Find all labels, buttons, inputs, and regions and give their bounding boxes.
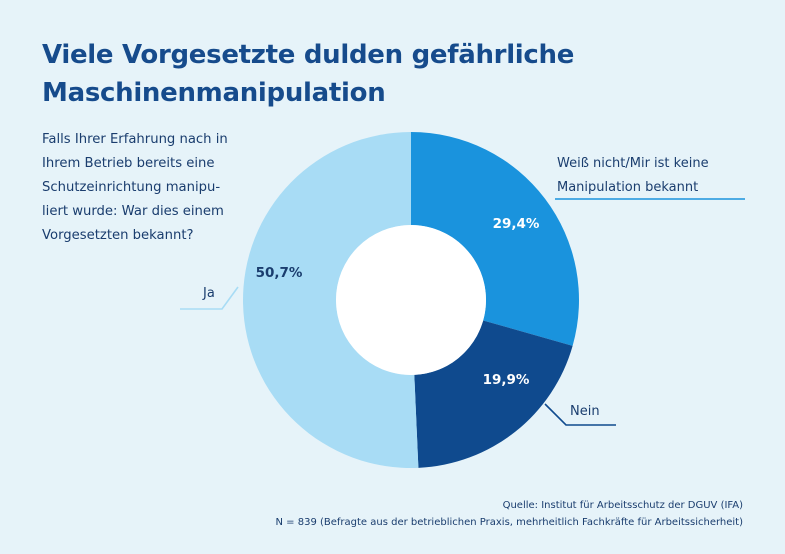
question-line-2: Ihrem Betrieb bereits eine xyxy=(42,156,215,171)
title-line-1: Viele Vorgesetzte dulden gefährliche xyxy=(42,40,575,70)
question-line-3: Schutzeinrichtung manipu- xyxy=(42,180,221,195)
donut-slice-1 xyxy=(414,320,573,468)
question-line-5: Vorgesetzten bekannt? xyxy=(42,228,194,243)
question-line-1: Falls Ihrer Erfahrung nach in xyxy=(42,132,228,147)
survey-question: Falls Ihrer Erfahrung nach in Ihrem Betr… xyxy=(42,128,257,248)
slice-category-label: Ja xyxy=(202,286,215,301)
donut-slice-2 xyxy=(242,132,419,468)
sample-size-line: N = 839 (Befragte aus der betrieblichen … xyxy=(275,517,744,528)
slice-category-label: Manipulation bekannt xyxy=(557,180,698,195)
chart-title: Viele Vorgesetzte dulden gefährliche Mas… xyxy=(42,36,762,112)
slice-value-label: 29,4% xyxy=(493,216,540,232)
source-line: Quelle: Institut für Arbeitsschutz der D… xyxy=(502,500,743,511)
leader-line xyxy=(544,403,616,426)
leader-line xyxy=(180,286,239,310)
slice-value-label: 50,7% xyxy=(256,265,303,281)
question-line-4: liert wurde: War dies einem xyxy=(42,204,224,219)
slice-category-label: Nein xyxy=(570,404,600,419)
slice-category-label: Weiß nicht/Mir ist keine xyxy=(557,156,709,171)
donut-hole xyxy=(336,225,486,375)
slice-value-label: 19,9% xyxy=(483,372,530,388)
source-note: Quelle: Institut für Arbeitsschutz der D… xyxy=(276,497,744,531)
donut-slice-0 xyxy=(411,132,580,346)
title-line-2: Maschinenmanipulation xyxy=(42,78,386,108)
